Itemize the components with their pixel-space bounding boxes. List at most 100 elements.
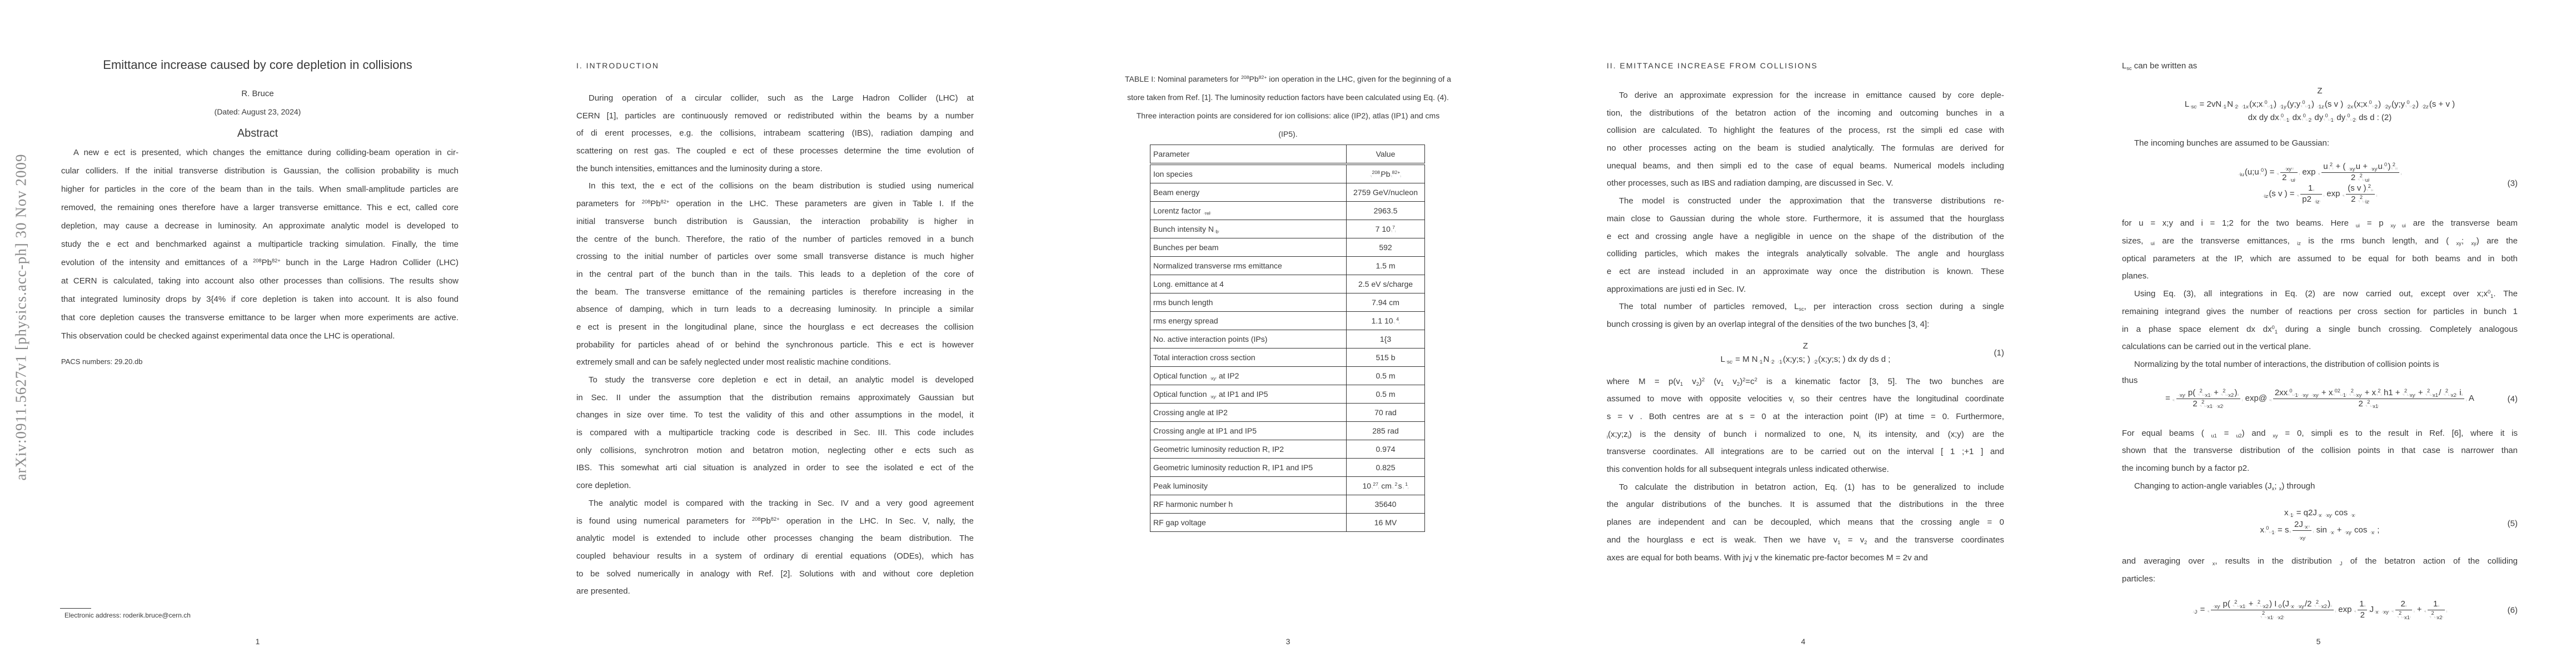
equation-row: Z: [2317, 86, 2323, 96]
equation-6: _{J} = \f{ _{xy} p( ^{2}_{x1} + ^{2}_{x2…: [2122, 588, 2518, 633]
text-line: sizes, ui are the transverse emittances,…: [2122, 236, 2518, 246]
paragraph-continuation: for u = x;y and i = 1;2 for the two beam…: [2122, 215, 2518, 285]
equation-number: (6): [2507, 605, 2518, 615]
equation-number: (3): [2507, 178, 2518, 188]
text-line: tion, the distributions of the betatron …: [1607, 108, 2004, 118]
page-5-body: Lsc can be written as Z L_{sc} = 2vN_{1}N_…: [2122, 57, 2518, 633]
text-line: For equal beams ( u1 = u2) and xy = 0, s…: [2122, 428, 2518, 439]
paragraph: To calculate the distribution in betatro…: [1607, 479, 2004, 566]
text-line: initial transverse bunch distribution is…: [576, 216, 974, 226]
equation-row: L_{sc} = 2vN_{1}N_{2} _{1x}(x;x^{0}_{1})…: [2184, 99, 2455, 109]
value-cell: 285 rad: [1346, 421, 1425, 440]
value-cell: 0.974: [1346, 440, 1425, 459]
table-row: Crossing angle at IP2 70 rad: [1150, 403, 1425, 422]
equation-4: thus = \f{ _{xy} p( ^{2}_{x1} + ^{2}_{x2…: [2122, 374, 2518, 425]
caption-line: Three interaction points are considered …: [1136, 111, 1440, 120]
abstract-line: This observation could be checked agains…: [61, 331, 395, 341]
abstract-heading: Abstract: [237, 127, 278, 140]
value-cell: 592: [1346, 238, 1425, 257]
table-caption: TABLE I: Nominal parameters for 208Pb82+…: [1053, 70, 1523, 143]
table-row: No. active interaction points (IPs) 1{3: [1150, 330, 1425, 349]
table-row: Total interaction cross section 515 b: [1150, 348, 1425, 367]
text-line: approximations are justi ed in Sec. IV.: [1607, 284, 1746, 294]
table-row: Geometric luminosity reduction R, IP1 an…: [1150, 458, 1425, 477]
text-line: the angular distributions of the bunches…: [1607, 500, 2004, 510]
equation-1: Z L_{sc} = M N_{1}N_{2} _{1}(x;y;s; ) _{2…: [1607, 334, 2004, 373]
text-line: optical parameters at the IP, which are …: [2122, 253, 2518, 263]
abstract-line: removed, the remaining ones therefore ha…: [61, 203, 459, 212]
text-line: is found using numerical parameters for …: [576, 516, 974, 526]
text-line: where M = p(v1 v2)2 (v1 v2)2=c2 is a kin…: [1607, 376, 2004, 387]
paragraph: To study the transverse core depletion e…: [576, 371, 974, 495]
text-line: the incoming bunch by a factor p2.: [2122, 463, 2250, 473]
value-cell: 0.5 m: [1346, 366, 1425, 385]
table-row: Lorentz factor _{rel} 2963.5: [1150, 201, 1425, 220]
text-line: scattering on rest gas. The coupled e ec…: [576, 146, 974, 156]
section-heading-introduction: I. INTRODUCTION: [576, 61, 659, 70]
text-line: in the central part of the bunch than in…: [576, 269, 974, 279]
page-number: 4: [1801, 637, 1806, 646]
paragraph: In this text, the e ect of the collision…: [576, 177, 974, 371]
parameter-cell: Peak luminosity: [1150, 476, 1347, 495]
table-row: Crossing angle at IP1 and IP5 285 rad: [1150, 421, 1425, 440]
arxiv-stamp: arXiv:0911.5627v1 [physics.acc-ph] 30 No…: [12, 153, 29, 481]
table-row: RF harmonic number h 35640: [1150, 495, 1425, 514]
page-2: I. INTRODUCTION During operation of a ci…: [515, 0, 1030, 667]
table-row: Long. emittance at 4 2.5 eV s/charge: [1150, 275, 1425, 293]
text-line: In this text, the e ect of the collision…: [589, 181, 974, 191]
abstract-line: higher for particles in the core of the …: [61, 185, 459, 194]
text-line: extremely small and can be safely neglec…: [576, 357, 891, 367]
equation-lead-text: thus: [2122, 375, 2138, 385]
abstract-line: evolution of the intensity and emittance…: [61, 257, 459, 267]
table-row: Bunch intensity N_{b} 7 10^{7}: [1150, 220, 1425, 238]
equation-2: Z L_{sc} = 2vN_{1}N_{2} _{1x}(x;x^{0}_{1}…: [2122, 75, 2518, 135]
text-line: calculations can be carried out in the v…: [2122, 342, 2311, 352]
value-cell: 1{3: [1346, 330, 1425, 349]
parameter-cell: Geometric luminosity reduction R, IP2: [1150, 440, 1347, 459]
text-line: of di erent processes, e.g. the collisio…: [576, 128, 974, 138]
table-row: Optical function _{xy} at IP2 0.5 m: [1150, 366, 1425, 385]
parameter-cell: Crossing angle at IP1 and IP5: [1150, 421, 1347, 440]
text-line: The model is constructed under the appro…: [1619, 196, 2004, 206]
value-cell: ^{208}Pb^{82+}: [1346, 163, 1425, 183]
text-line: e ect and crossing angle have a negligib…: [1607, 231, 2004, 241]
value-cell: 35640: [1346, 495, 1425, 514]
paragraph: Changing to action-angle variables (Jx; …: [2122, 477, 2518, 495]
equation-3: _{iu}(u;u^{0}) = \f{ _{xy}}{2 _{ui}} exp…: [2122, 152, 2518, 215]
page-4-body: To derive an approximate expression for …: [1607, 87, 2004, 566]
page-4: II. EMITTANCE INCREASE FROM COLLISIONS T…: [1546, 0, 2061, 667]
text-line: The analytic model is compared with the …: [589, 498, 974, 508]
abstract-line: A new e ect is presented, which changes …: [73, 148, 459, 157]
paper-title: Emittance increase caused by core deplet…: [103, 58, 412, 72]
text-line: The incoming bunches are assumed to be G…: [2134, 138, 2330, 148]
paragraph: Using Eq. (3), all integrations in Eq. (…: [2122, 285, 2518, 356]
value-cell: 1.5 m: [1346, 256, 1425, 275]
text-line: The total number of particles removed, L…: [1619, 302, 2004, 312]
equation-row: Z: [1802, 341, 1808, 351]
text-line: To calculate the distribution in betatro…: [1619, 482, 2004, 492]
text-line: IBS. This somewhat arti cial situation i…: [576, 463, 974, 473]
table-header-cell: Parameter: [1150, 145, 1347, 165]
page-1: arXiv:0911.5627v1 [physics.acc-ph] 30 No…: [0, 0, 515, 667]
caption-line: TABLE I: Nominal parameters for 208Pb82+…: [1125, 74, 1451, 83]
value-cell: 16 MV: [1346, 513, 1425, 532]
parameter-cell: No. active interaction points (IPs): [1150, 330, 1347, 349]
equation-number: (4): [2507, 394, 2518, 404]
abstract-line: cular colliders. If the initial transver…: [61, 166, 459, 176]
parameter-cell: Ion species: [1150, 163, 1347, 183]
parameter-cell: rms energy spread: [1150, 311, 1347, 330]
equation-5: x_{1} = q2J_{x} _{xy} cos _{x} x^{0}_{1} …: [2122, 495, 2518, 552]
text-line: in Sec. II under the assumption that the…: [576, 392, 974, 402]
text-line: CERN [1], particles are continuously rem…: [576, 111, 974, 121]
value-cell: 7.94 cm: [1346, 293, 1425, 312]
abstract-line: at CERN is calculated, taking into accou…: [61, 276, 459, 286]
equation-number: (1): [1994, 348, 2004, 358]
text-line: transverse coordinates. All integrations…: [1607, 447, 2004, 457]
equation-row: _{J} = \f{ _{xy} p( ^{2}_{x1} + ^{2}_{x2…: [2192, 599, 2448, 620]
equation-row: _{iu}(u;u^{0}) = \f{ _{xy}}{2 _{ui}} exp…: [2238, 162, 2402, 183]
paragraph: The analytic model is compared with the …: [576, 495, 974, 600]
text-line: this convention holds for all subsequent…: [1607, 465, 1889, 475]
abstract-line: depletion, may cause a decrease in lumin…: [61, 221, 459, 231]
text-line: main close to Gaussian during the whole …: [1607, 213, 2004, 223]
date-line: (Dated: August 23, 2024): [214, 107, 301, 116]
